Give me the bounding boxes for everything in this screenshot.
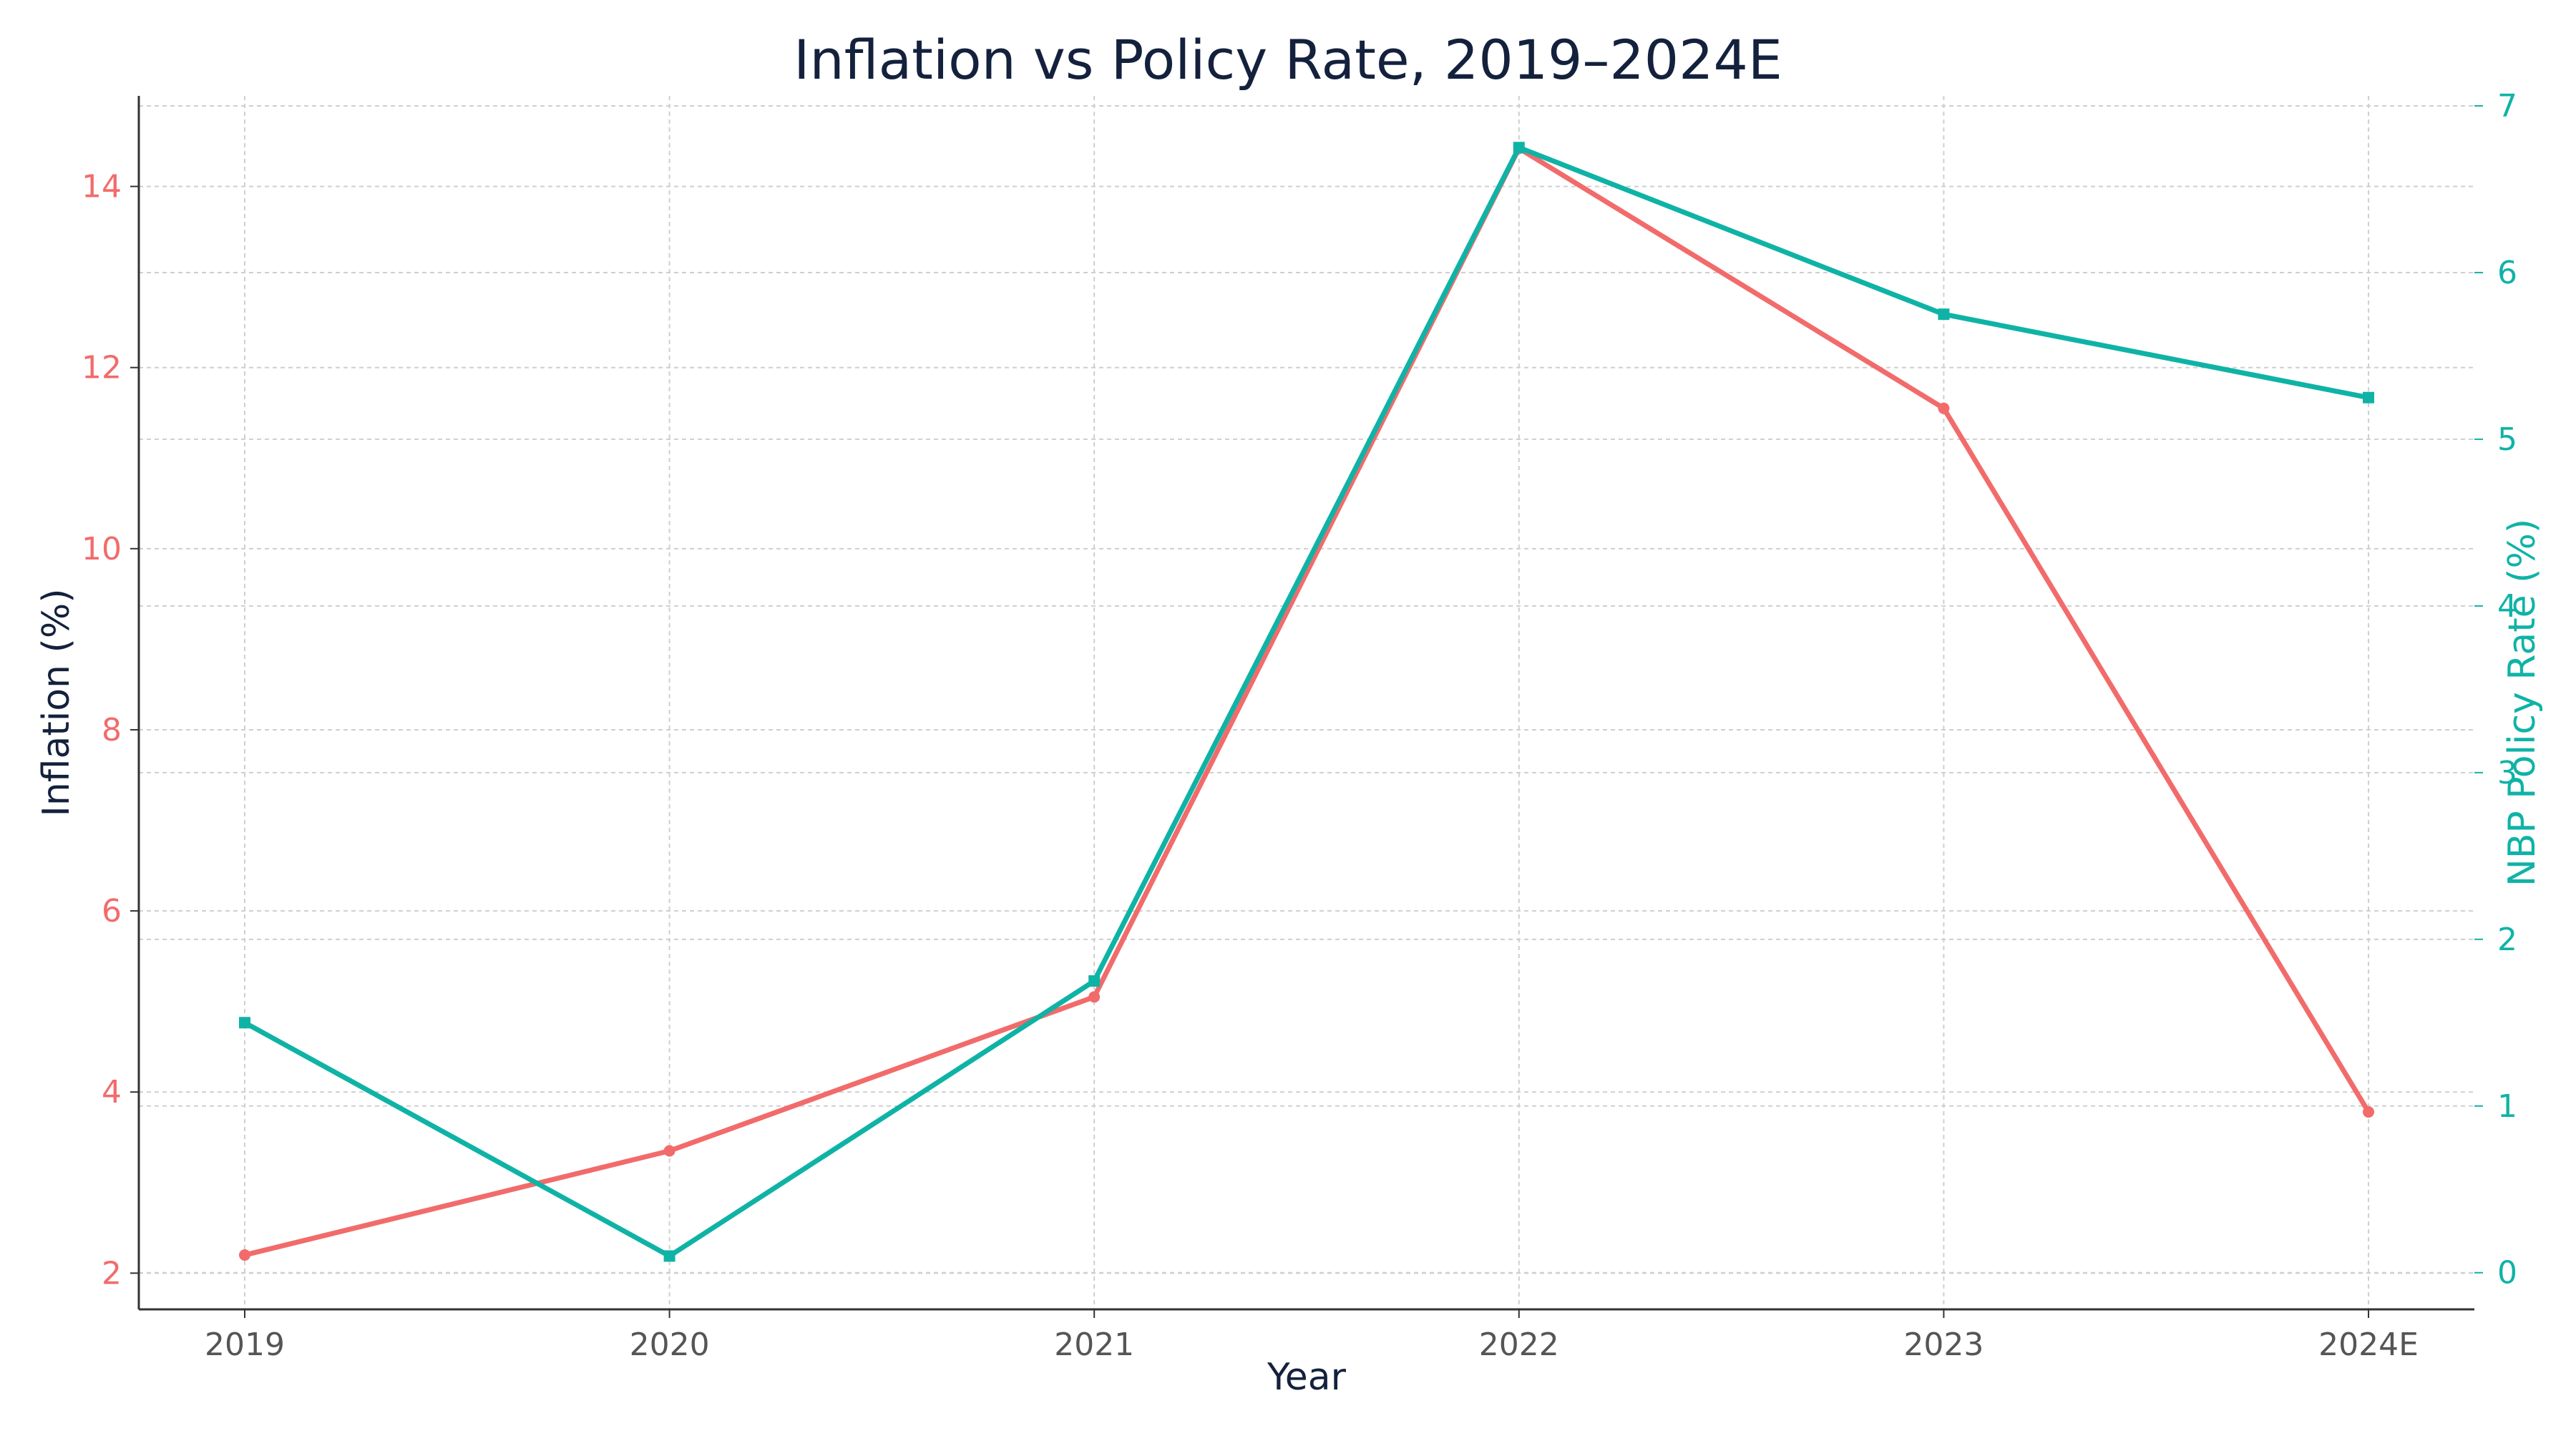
y-left-tick-label: 14 <box>82 169 122 205</box>
y-right-tick-label: 2 <box>2497 922 2517 958</box>
policy-rate-point-2019 <box>239 1017 250 1029</box>
grid <box>139 96 2474 1309</box>
policy-rate-point-2023 <box>1938 308 1950 321</box>
y-right-tick-label: 0 <box>2497 1255 2517 1291</box>
inflation-point-2019 <box>239 1249 250 1261</box>
tick-labels: 2019 2020 2021 2022 2023 2024E246810121401234… <box>82 88 2517 1363</box>
x-tick-label: 2021 <box>1054 1327 1134 1363</box>
y-right-tick-label: 5 <box>2497 421 2517 458</box>
y-right-tick-label: 6 <box>2497 255 2517 291</box>
x-tick-label: 2019 <box>205 1327 285 1363</box>
y-axis-left-label: Inflation (%) <box>35 588 78 816</box>
y-left-tick-label: 12 <box>82 350 122 386</box>
policy-rate-point-2024E <box>2363 391 2374 404</box>
y-left-tick-label: 2 <box>102 1255 122 1291</box>
y-right-tick-label: 4 <box>2497 588 2517 625</box>
y-left-tick-label: 8 <box>102 712 122 748</box>
x-tick-label: 2023 <box>1903 1327 1984 1363</box>
axes <box>130 96 2483 1318</box>
x-tick-label: 2022 <box>1479 1327 1559 1363</box>
y-axis-right-label: NBP Policy Rate (%) <box>2501 519 2544 887</box>
policy-rate-point-2021 <box>1088 975 1101 987</box>
policy-rate-point-2020 <box>663 1250 675 1262</box>
inflation-line <box>244 145 2371 1258</box>
policy-rate-point-2022 <box>1513 142 1525 154</box>
y-right-tick-label: 7 <box>2497 88 2517 124</box>
x-tick-label: 2024E <box>2318 1327 2419 1363</box>
chart-title: Inflation vs Policy Rate, 2019–2024E <box>794 28 1782 92</box>
y-right-tick-label: 3 <box>2497 755 2517 791</box>
series <box>239 142 2374 1262</box>
inflation-point-2024E <box>2363 1106 2374 1118</box>
inflation-point-2023 <box>1938 402 1950 414</box>
x-axis-label: Year <box>1267 1356 1347 1399</box>
inflation-point-2021 <box>1088 991 1101 1003</box>
policy-rate-line <box>243 145 2369 1259</box>
y-left-tick-label: 6 <box>102 893 122 929</box>
inflation-point-2020 <box>663 1145 675 1157</box>
y-right-tick-label: 1 <box>2497 1088 2517 1125</box>
y-left-tick-label: 10 <box>82 531 122 567</box>
x-tick-label: 2020 <box>630 1327 710 1363</box>
y-left-tick-label: 4 <box>102 1074 122 1110</box>
